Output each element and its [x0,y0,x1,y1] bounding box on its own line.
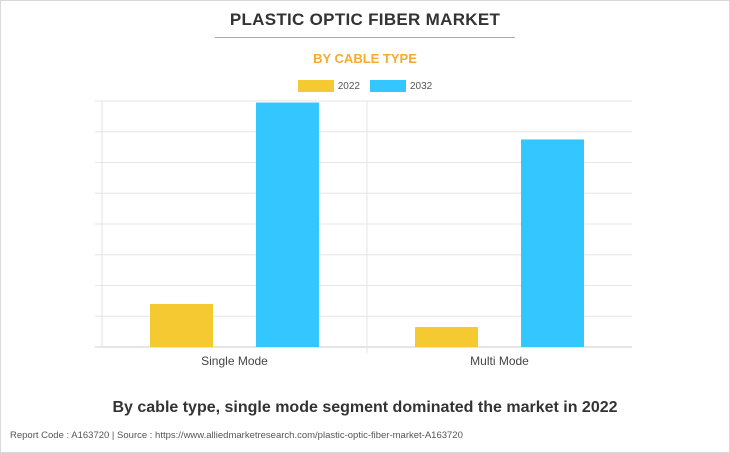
legend-item-2032[interactable]: 2032 [370,80,432,92]
x-tick-label-multi-mode: Multi Mode [470,354,529,368]
chart-title: PLASTIC OPTIC FIBER MARKET [229,10,501,29]
chart-caption: By cable type, single mode segment domin… [112,399,618,416]
chart-subtitle: BY CABLE TYPE [313,51,417,66]
bar-2032-multi-mode [521,139,584,347]
legend-swatch-2032 [370,80,406,92]
legend-label-2022: 2022 [337,80,360,92]
title-underline [215,37,515,38]
bar-2032-single-mode [256,102,319,347]
bar-2022-single-mode [150,303,213,347]
bar-2022-multi-mode [415,327,478,347]
legend-item-2022[interactable]: 2022 [297,80,360,92]
legend-swatch-2022 [297,80,334,92]
legend: 2022 2032 [0,80,730,92]
report-footer: Report Code : A163720 | Source : https:/… [10,430,463,441]
x-tick-label-single-mode: Single Mode [201,354,268,368]
legend-label-2032: 2032 [410,80,433,92]
